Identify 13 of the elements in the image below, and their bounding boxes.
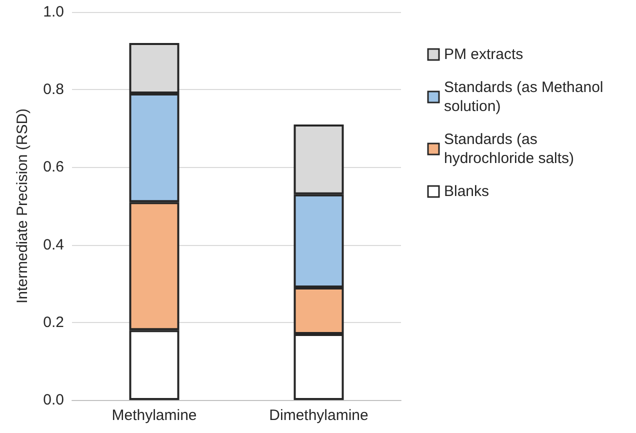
y-tick-label: 0.6 [43,158,64,176]
legend-label: Standards (as hydrochloride salts) [444,131,574,167]
y-tick-label: 0.8 [43,81,64,98]
legend-label: Standards (as Methanol solution) [444,79,608,115]
x-tick-label: Dimethylamine [269,407,368,424]
y-tick-label: 1.0 [43,4,64,20]
y-tick-label: 0.4 [43,236,64,254]
y-tick-label: 0.0 [43,392,64,408]
x-tick-label: Methylamine [112,407,197,424]
y-axis-title: Intermediate Precision (RSD) [14,108,31,304]
legend-label: PM extracts [444,46,524,63]
legend-label: Blanks [444,183,490,200]
y-tick-label: 0.2 [43,314,64,331]
